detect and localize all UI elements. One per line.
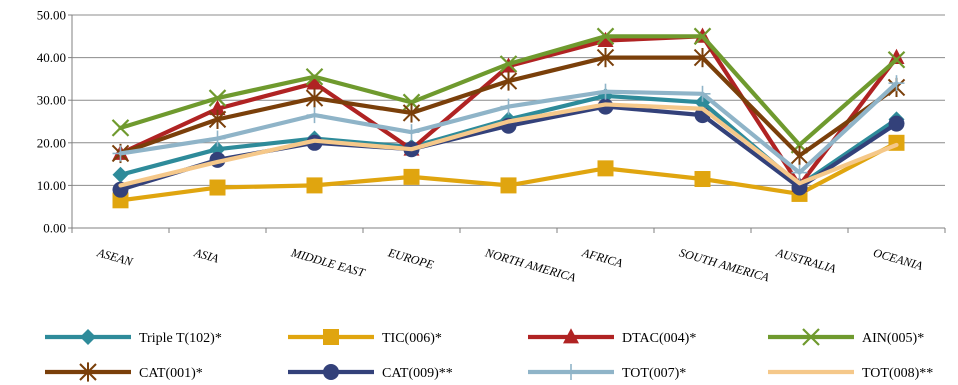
series-lines xyxy=(111,27,906,209)
x-tick-label-middle-east: MIDDLE EAST xyxy=(289,245,368,280)
legend-item-tic-006: TIC(006)* xyxy=(288,329,442,346)
legend-marker-dtac-004 xyxy=(563,328,579,344)
legend-item-tot-007: TOT(007)* xyxy=(528,364,686,381)
legend-item-tot-008: TOT(008)** xyxy=(768,366,933,381)
data-point-tot-007 xyxy=(694,85,711,102)
data-point-ain-005 xyxy=(693,27,712,46)
data-point-cat-001 xyxy=(693,48,712,68)
data-point-tot-007 xyxy=(888,75,905,92)
legend-label-cat-009: CAT(009)** xyxy=(382,366,453,381)
series-ain-005 xyxy=(111,27,906,154)
legend-marker-ain-005 xyxy=(802,328,820,346)
data-point-dtac-004 xyxy=(597,31,614,47)
legend-marker-cat-009 xyxy=(323,364,339,380)
series-tot-007 xyxy=(112,75,905,181)
data-point-tot-007 xyxy=(112,145,129,162)
y-tick-label: 20.00 xyxy=(37,135,66,150)
legend-label-tot-008: TOT(008)** xyxy=(862,366,933,381)
legend-marker-cat-001 xyxy=(79,362,97,382)
data-point-ain-005 xyxy=(208,89,227,107)
legend-label-tic-006: TIC(006)* xyxy=(382,331,442,346)
x-tick-label-asean: ASEAN xyxy=(95,245,135,269)
data-point-tic-006 xyxy=(403,168,420,185)
data-point-cat-001 xyxy=(208,109,227,129)
legend-item-dtac-004: DTAC(004)* xyxy=(528,328,696,346)
data-point-dtac-004 xyxy=(209,99,226,116)
data-point-tot-007 xyxy=(306,107,323,124)
series-tot-008 xyxy=(118,102,899,188)
x-tick-label-oceania: OCEANIA xyxy=(872,245,925,273)
data-point-cat-009 xyxy=(888,115,905,132)
legend-label-triple-t-102: Triple T(102)* xyxy=(139,331,222,346)
axes xyxy=(68,14,946,233)
x-tick-label-australia: AUSTRALIA xyxy=(774,245,838,276)
data-point-dtac-004 xyxy=(888,48,905,64)
legend-marker-tic-006 xyxy=(323,329,339,345)
data-point-tot-007 xyxy=(791,164,808,181)
y-tick-label: 0.00 xyxy=(43,221,66,236)
x-tick-label-africa: AFRICA xyxy=(580,245,625,270)
x-tick-label-north-america: NORTH AMERICA xyxy=(483,245,578,285)
legend-item-cat-001: CAT(001)* xyxy=(45,362,203,382)
x-tick-label-south-america: SOUTH AMERICA xyxy=(678,245,772,284)
data-point-cat-001 xyxy=(402,103,421,123)
data-point-ain-005 xyxy=(596,27,615,46)
data-point-tic-006 xyxy=(500,177,517,194)
x-tick-label-asia: ASIA xyxy=(192,245,221,266)
data-point-cat-001 xyxy=(790,145,809,166)
data-point-ain-005 xyxy=(111,119,130,137)
data-point-ain-005 xyxy=(499,55,518,73)
legend-item-cat-009: CAT(009)** xyxy=(288,364,453,381)
series-line-tot-008 xyxy=(118,102,899,188)
y-tick-label: 10.00 xyxy=(37,178,66,193)
y-tick-label: 50.00 xyxy=(37,8,66,23)
legend-label-cat-001: CAT(001)* xyxy=(139,366,203,381)
data-point-tic-006 xyxy=(597,160,614,177)
data-point-tic-006 xyxy=(306,177,323,194)
data-point-cat-001 xyxy=(305,88,324,108)
data-point-cat-001 xyxy=(596,48,615,68)
legend-label-dtac-004: DTAC(004)* xyxy=(622,331,696,346)
data-point-tot-007 xyxy=(500,98,517,115)
data-point-ain-005 xyxy=(887,50,906,69)
data-point-dtac-004 xyxy=(306,74,323,90)
x-tick-label-europe: EUROPE xyxy=(386,245,436,272)
legend-label-ain-005: AIN(005)* xyxy=(862,331,924,346)
data-point-tot-007 xyxy=(403,124,420,141)
data-point-ain-005 xyxy=(305,67,324,86)
data-point-tot-007 xyxy=(209,130,226,147)
legend-item-triple-t-102: Triple T(102)* xyxy=(45,329,222,346)
data-point-tic-006 xyxy=(694,171,711,188)
data-point-tic-006 xyxy=(209,179,226,196)
y-tick-labels: 0.00 10.00 20.00 30.00 40.00 50.00 xyxy=(37,8,66,236)
data-point-tot-007 xyxy=(597,83,614,100)
y-tick-label: 40.00 xyxy=(37,50,66,65)
legend-label-tot-007: TOT(007)* xyxy=(622,366,686,381)
data-point-triple-t-102 xyxy=(112,166,129,183)
legend-marker-triple-t-102 xyxy=(80,329,96,345)
legend-item-ain-005: AIN(005)* xyxy=(768,328,924,346)
legend: Triple T(102)* TIC(006)* DTAC(004)* AIN(005… xyxy=(45,328,933,382)
data-point-cat-001 xyxy=(499,71,518,91)
x-tick-labels: ASEAN ASIA MIDDLE EAST EUROPE NORTH AMERICA A… xyxy=(95,245,925,285)
y-tick-label: 30.00 xyxy=(37,93,66,108)
legend-marker-tot-007 xyxy=(563,364,579,380)
